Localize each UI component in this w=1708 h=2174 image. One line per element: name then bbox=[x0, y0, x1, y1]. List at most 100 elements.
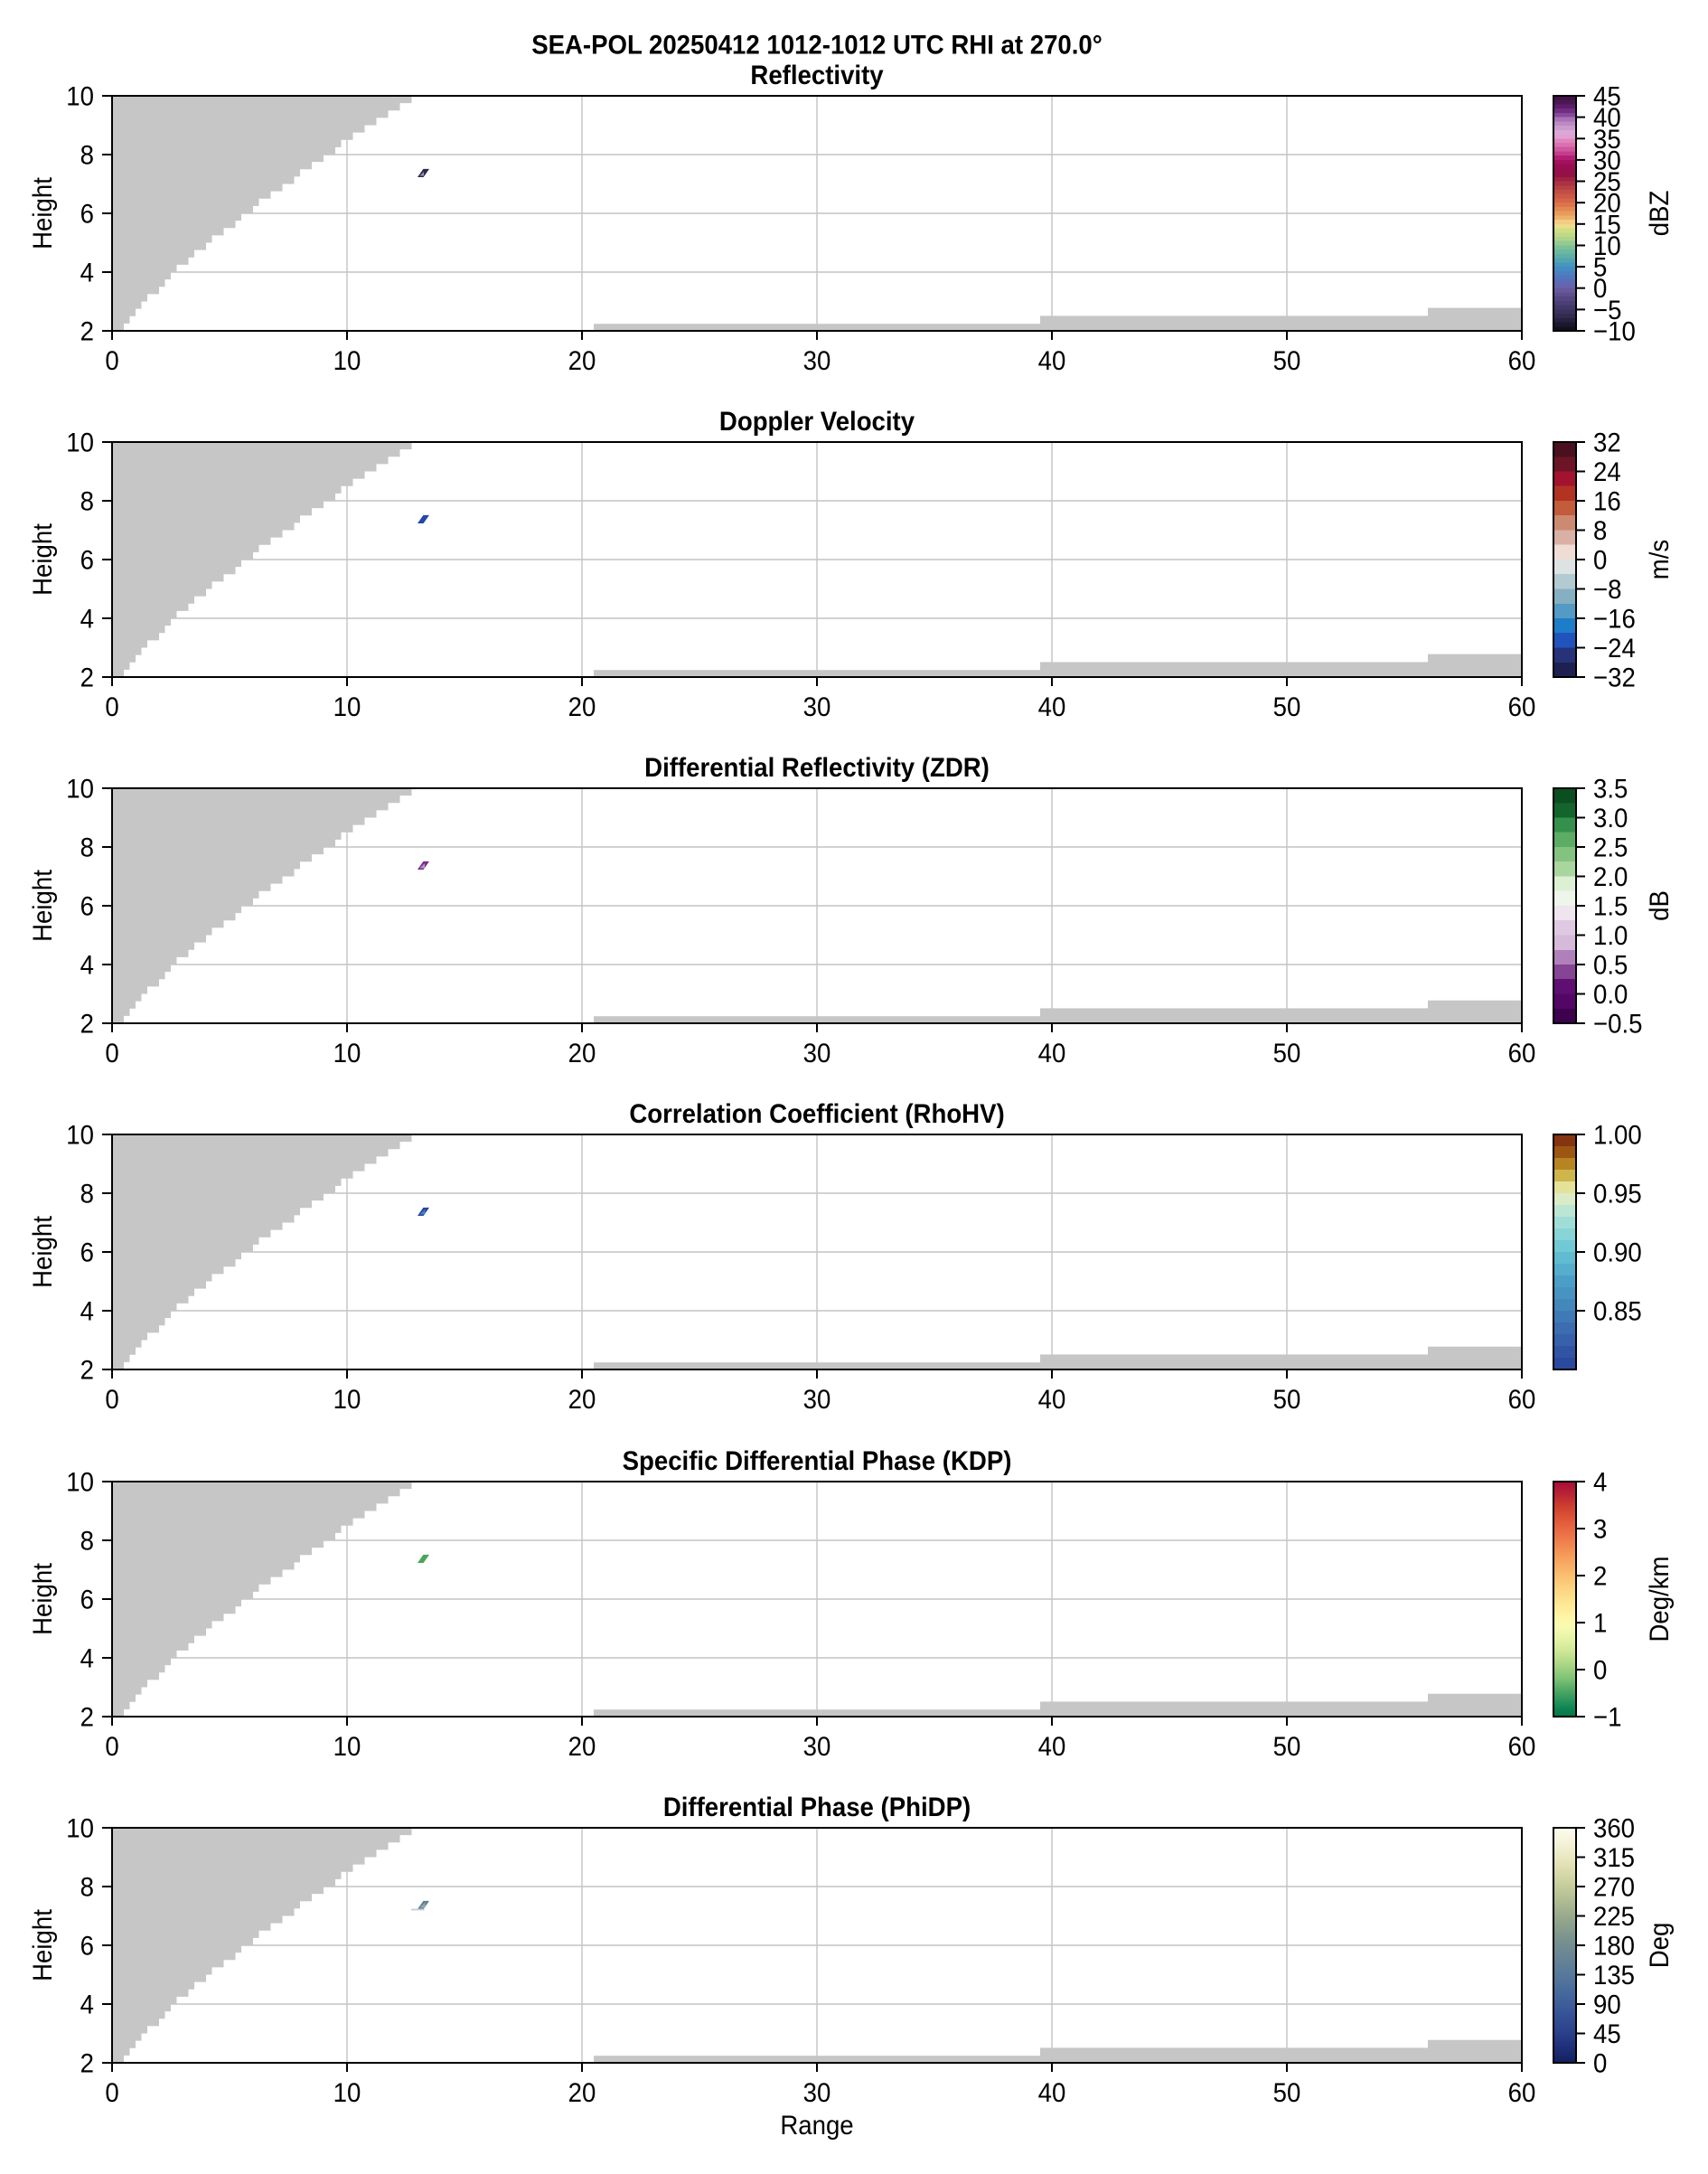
svg-text:135: 135 bbox=[1593, 1961, 1635, 1990]
svg-text:2: 2 bbox=[80, 1009, 94, 1039]
svg-text:315: 315 bbox=[1593, 1843, 1635, 1873]
svg-text:Range: Range bbox=[780, 2111, 853, 2141]
svg-text:0.85: 0.85 bbox=[1593, 1296, 1642, 1326]
svg-text:5: 5 bbox=[1593, 253, 1607, 283]
svg-text:6: 6 bbox=[80, 1931, 94, 1961]
svg-text:4: 4 bbox=[80, 1990, 94, 2019]
svg-text:30: 30 bbox=[803, 1039, 831, 1068]
svg-text:2: 2 bbox=[80, 663, 94, 692]
svg-text:4: 4 bbox=[80, 950, 94, 980]
svg-text:10: 10 bbox=[66, 81, 94, 111]
svg-text:4: 4 bbox=[80, 604, 94, 634]
svg-text:6: 6 bbox=[80, 1238, 94, 1267]
svg-text:50: 50 bbox=[1273, 2078, 1301, 2108]
svg-text:6: 6 bbox=[80, 891, 94, 921]
svg-text:50: 50 bbox=[1273, 692, 1301, 722]
svg-text:8: 8 bbox=[80, 486, 94, 516]
svg-text:Correlation Coefficient (RhoHV: Correlation Coefficient (RhoHV) bbox=[629, 1099, 1004, 1129]
svg-text:24: 24 bbox=[1593, 457, 1621, 487]
svg-text:0: 0 bbox=[105, 1039, 118, 1068]
svg-text:40: 40 bbox=[1038, 1732, 1066, 1762]
svg-text:6: 6 bbox=[80, 199, 94, 229]
svg-text:32: 32 bbox=[1593, 428, 1621, 457]
svg-text:15: 15 bbox=[1593, 210, 1621, 240]
svg-text:40: 40 bbox=[1038, 1385, 1066, 1415]
svg-text:20: 20 bbox=[1593, 189, 1621, 219]
svg-text:−0.5: −0.5 bbox=[1593, 1009, 1642, 1039]
svg-text:0: 0 bbox=[105, 1732, 118, 1762]
svg-text:1.0: 1.0 bbox=[1593, 921, 1628, 951]
svg-text:2: 2 bbox=[80, 1702, 94, 1732]
svg-text:20: 20 bbox=[568, 1385, 596, 1415]
svg-text:60: 60 bbox=[1508, 1039, 1536, 1068]
svg-text:2: 2 bbox=[1593, 1561, 1607, 1591]
svg-text:360: 360 bbox=[1593, 1813, 1635, 1843]
svg-text:10: 10 bbox=[333, 1039, 361, 1068]
svg-text:2.0: 2.0 bbox=[1593, 862, 1628, 892]
svg-text:20: 20 bbox=[568, 1039, 596, 1068]
svg-text:25: 25 bbox=[1593, 167, 1621, 197]
svg-text:1: 1 bbox=[1593, 1608, 1607, 1638]
svg-text:Height: Height bbox=[28, 177, 58, 249]
svg-text:8: 8 bbox=[80, 140, 94, 170]
svg-text:40: 40 bbox=[1593, 103, 1621, 133]
svg-text:Differential Phase (PhiDP): Differential Phase (PhiDP) bbox=[663, 1793, 971, 1822]
svg-text:4: 4 bbox=[80, 1643, 94, 1673]
svg-text:4: 4 bbox=[1593, 1467, 1607, 1497]
svg-text:30: 30 bbox=[803, 2078, 831, 2108]
svg-text:0: 0 bbox=[105, 1385, 118, 1415]
svg-text:0: 0 bbox=[105, 346, 118, 376]
svg-text:40: 40 bbox=[1038, 346, 1066, 376]
svg-text:2: 2 bbox=[80, 2048, 94, 2078]
svg-text:0: 0 bbox=[1593, 545, 1607, 575]
svg-text:10: 10 bbox=[66, 1120, 94, 1150]
svg-text:45: 45 bbox=[1593, 2019, 1621, 2049]
svg-text:10: 10 bbox=[66, 1467, 94, 1497]
svg-text:10: 10 bbox=[333, 1385, 361, 1415]
svg-text:20: 20 bbox=[568, 2078, 596, 2108]
svg-text:50: 50 bbox=[1273, 346, 1301, 376]
svg-text:4: 4 bbox=[80, 258, 94, 287]
svg-text:20: 20 bbox=[568, 346, 596, 376]
svg-text:90: 90 bbox=[1593, 1990, 1621, 2019]
svg-text:30: 30 bbox=[803, 346, 831, 376]
svg-text:Height: Height bbox=[28, 1563, 58, 1635]
svg-text:60: 60 bbox=[1508, 346, 1536, 376]
svg-text:−10: −10 bbox=[1593, 316, 1636, 346]
svg-text:Height: Height bbox=[28, 870, 58, 942]
svg-text:0.5: 0.5 bbox=[1593, 950, 1628, 980]
svg-text:−32: −32 bbox=[1593, 663, 1636, 692]
svg-text:40: 40 bbox=[1038, 692, 1066, 722]
svg-text:6: 6 bbox=[80, 545, 94, 575]
svg-text:m/s: m/s bbox=[1645, 540, 1675, 579]
svg-text:45: 45 bbox=[1593, 81, 1621, 111]
svg-text:Doppler Velocity: Doppler Velocity bbox=[719, 407, 915, 437]
svg-text:60: 60 bbox=[1508, 1385, 1536, 1415]
svg-text:Differential Reflectivity (ZDR: Differential Reflectivity (ZDR) bbox=[644, 753, 990, 783]
svg-text:10: 10 bbox=[333, 346, 361, 376]
svg-text:30: 30 bbox=[803, 1732, 831, 1762]
svg-text:10: 10 bbox=[333, 2078, 361, 2108]
svg-text:0: 0 bbox=[1593, 274, 1607, 304]
svg-text:180: 180 bbox=[1593, 1931, 1635, 1961]
svg-text:−1: −1 bbox=[1593, 1702, 1621, 1732]
svg-text:6: 6 bbox=[80, 1585, 94, 1614]
svg-text:−8: −8 bbox=[1593, 575, 1621, 605]
svg-text:10: 10 bbox=[333, 1732, 361, 1762]
svg-text:2: 2 bbox=[80, 316, 94, 346]
svg-text:0.90: 0.90 bbox=[1593, 1238, 1642, 1267]
svg-text:2: 2 bbox=[80, 1355, 94, 1385]
svg-text:Height: Height bbox=[28, 523, 58, 596]
svg-text:0: 0 bbox=[105, 2078, 118, 2108]
svg-text:Deg: Deg bbox=[1645, 1923, 1675, 1969]
svg-text:Deg/km: Deg/km bbox=[1645, 1556, 1675, 1642]
svg-text:0: 0 bbox=[105, 692, 118, 722]
svg-text:8: 8 bbox=[1593, 516, 1607, 546]
svg-text:50: 50 bbox=[1273, 1039, 1301, 1068]
svg-text:0: 0 bbox=[1593, 2048, 1607, 2078]
svg-text:3: 3 bbox=[1593, 1514, 1607, 1544]
svg-text:Height: Height bbox=[28, 1909, 58, 1981]
svg-text:−5: −5 bbox=[1593, 296, 1621, 325]
svg-text:8: 8 bbox=[80, 1179, 94, 1209]
svg-text:16: 16 bbox=[1593, 486, 1621, 516]
